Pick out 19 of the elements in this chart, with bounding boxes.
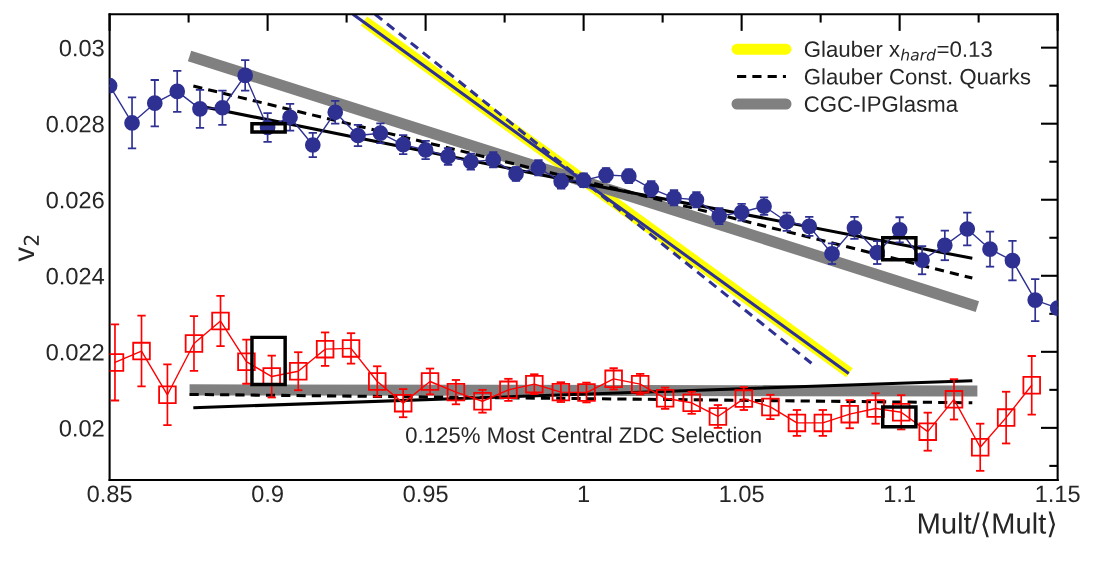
- y-tick-label: 0.026: [46, 191, 104, 209]
- x-tick-label: 0.9: [252, 485, 283, 503]
- x-tick-label: 1.15: [1036, 485, 1080, 503]
- y-tick-label: 0.02: [59, 419, 104, 437]
- legend-label: Glauber Const. Quarks: [804, 68, 1031, 89]
- y-axis-title: v$_{2}$: [18, 235, 39, 262]
- x-tick-label: 1.1: [885, 485, 915, 502]
- y-tick-label: 0.022: [46, 343, 104, 361]
- y-tick-label: 0.028: [46, 115, 104, 133]
- x-tick-label: 0.95: [403, 485, 448, 503]
- x-tick-label: 0.85: [87, 485, 132, 503]
- x-tick-label: 1.05: [720, 485, 764, 503]
- x-tick-label: 1: [578, 485, 590, 502]
- y-tick-label: 0.024: [46, 267, 105, 285]
- legend-label: Glauber x$_{hard}$=0.13: [804, 40, 992, 61]
- y-tick-label: 0.03: [59, 39, 104, 57]
- x-axis-title: Mult/⟨Mult⟩: [918, 511, 1056, 538]
- annotation: 0.125% Most Central ZDC Selection: [406, 426, 761, 443]
- legend-label: CGC-IPGlasma: [804, 95, 959, 112]
